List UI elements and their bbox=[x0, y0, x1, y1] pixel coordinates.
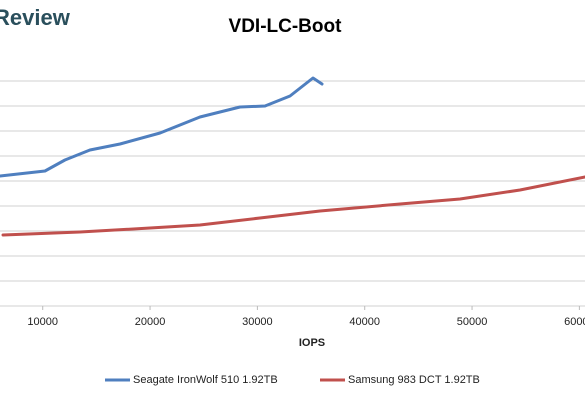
x-tick-label: 60000 bbox=[564, 316, 585, 328]
series-line bbox=[1, 175, 585, 237]
legend-label: Samsung 983 DCT 1.92TB bbox=[348, 374, 480, 386]
chart-title: VDI-LC-Boot bbox=[229, 16, 343, 37]
x-tick-label: 20000 bbox=[135, 316, 166, 328]
brand: Review bbox=[0, 5, 71, 30]
series-line bbox=[0, 76, 324, 178]
x-tick-label: 40000 bbox=[349, 316, 380, 328]
legend-label: Seagate IronWolf 510 1.92TB bbox=[133, 374, 278, 386]
x-tick-label: 30000 bbox=[242, 316, 273, 328]
x-tick-label: 50000 bbox=[457, 316, 488, 328]
x-axis-label: IOPS bbox=[299, 337, 325, 349]
x-tick-label: 10000 bbox=[27, 316, 58, 328]
